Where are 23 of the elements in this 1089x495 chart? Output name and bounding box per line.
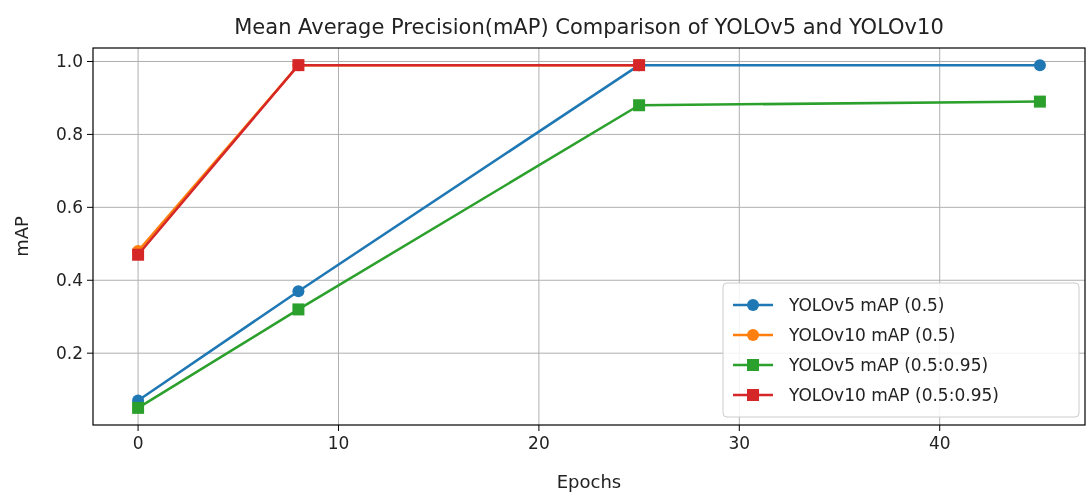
x-tick-label: 40 — [928, 433, 951, 453]
point — [292, 285, 305, 298]
legend-label: YOLOv10 mAP (0.5) — [788, 325, 956, 345]
legend-label: YOLOv10 mAP (0.5:0.95) — [788, 385, 999, 405]
point — [1033, 59, 1046, 72]
y-tick-label: 0.2 — [55, 343, 83, 364]
legend-label: YOLOv5 mAP (0.5) — [788, 295, 945, 315]
x-tick-label: 20 — [528, 433, 550, 453]
point — [633, 99, 646, 112]
y-axis-title: mAP — [11, 216, 32, 257]
y-tick-label: 0.6 — [55, 197, 83, 218]
y-tick-label: 0.8 — [55, 124, 83, 145]
y-tick-label: 1.0 — [55, 51, 83, 72]
x-axis-title: Epochs — [556, 471, 622, 492]
x-tick-label: 0 — [132, 433, 144, 453]
point — [292, 303, 305, 316]
point — [132, 401, 145, 414]
y-tick-label: 0.4 — [55, 270, 83, 291]
point — [1033, 95, 1046, 108]
x-tick-label: 30 — [728, 433, 751, 453]
x-tick-label: 10 — [327, 433, 350, 453]
legend-label: YOLOv5 mAP (0.5:0.95) — [788, 355, 989, 375]
chart-title: Mean Average Precision(mAP) Comparison of YOLOv5 and YOLOv10 — [234, 15, 944, 39]
